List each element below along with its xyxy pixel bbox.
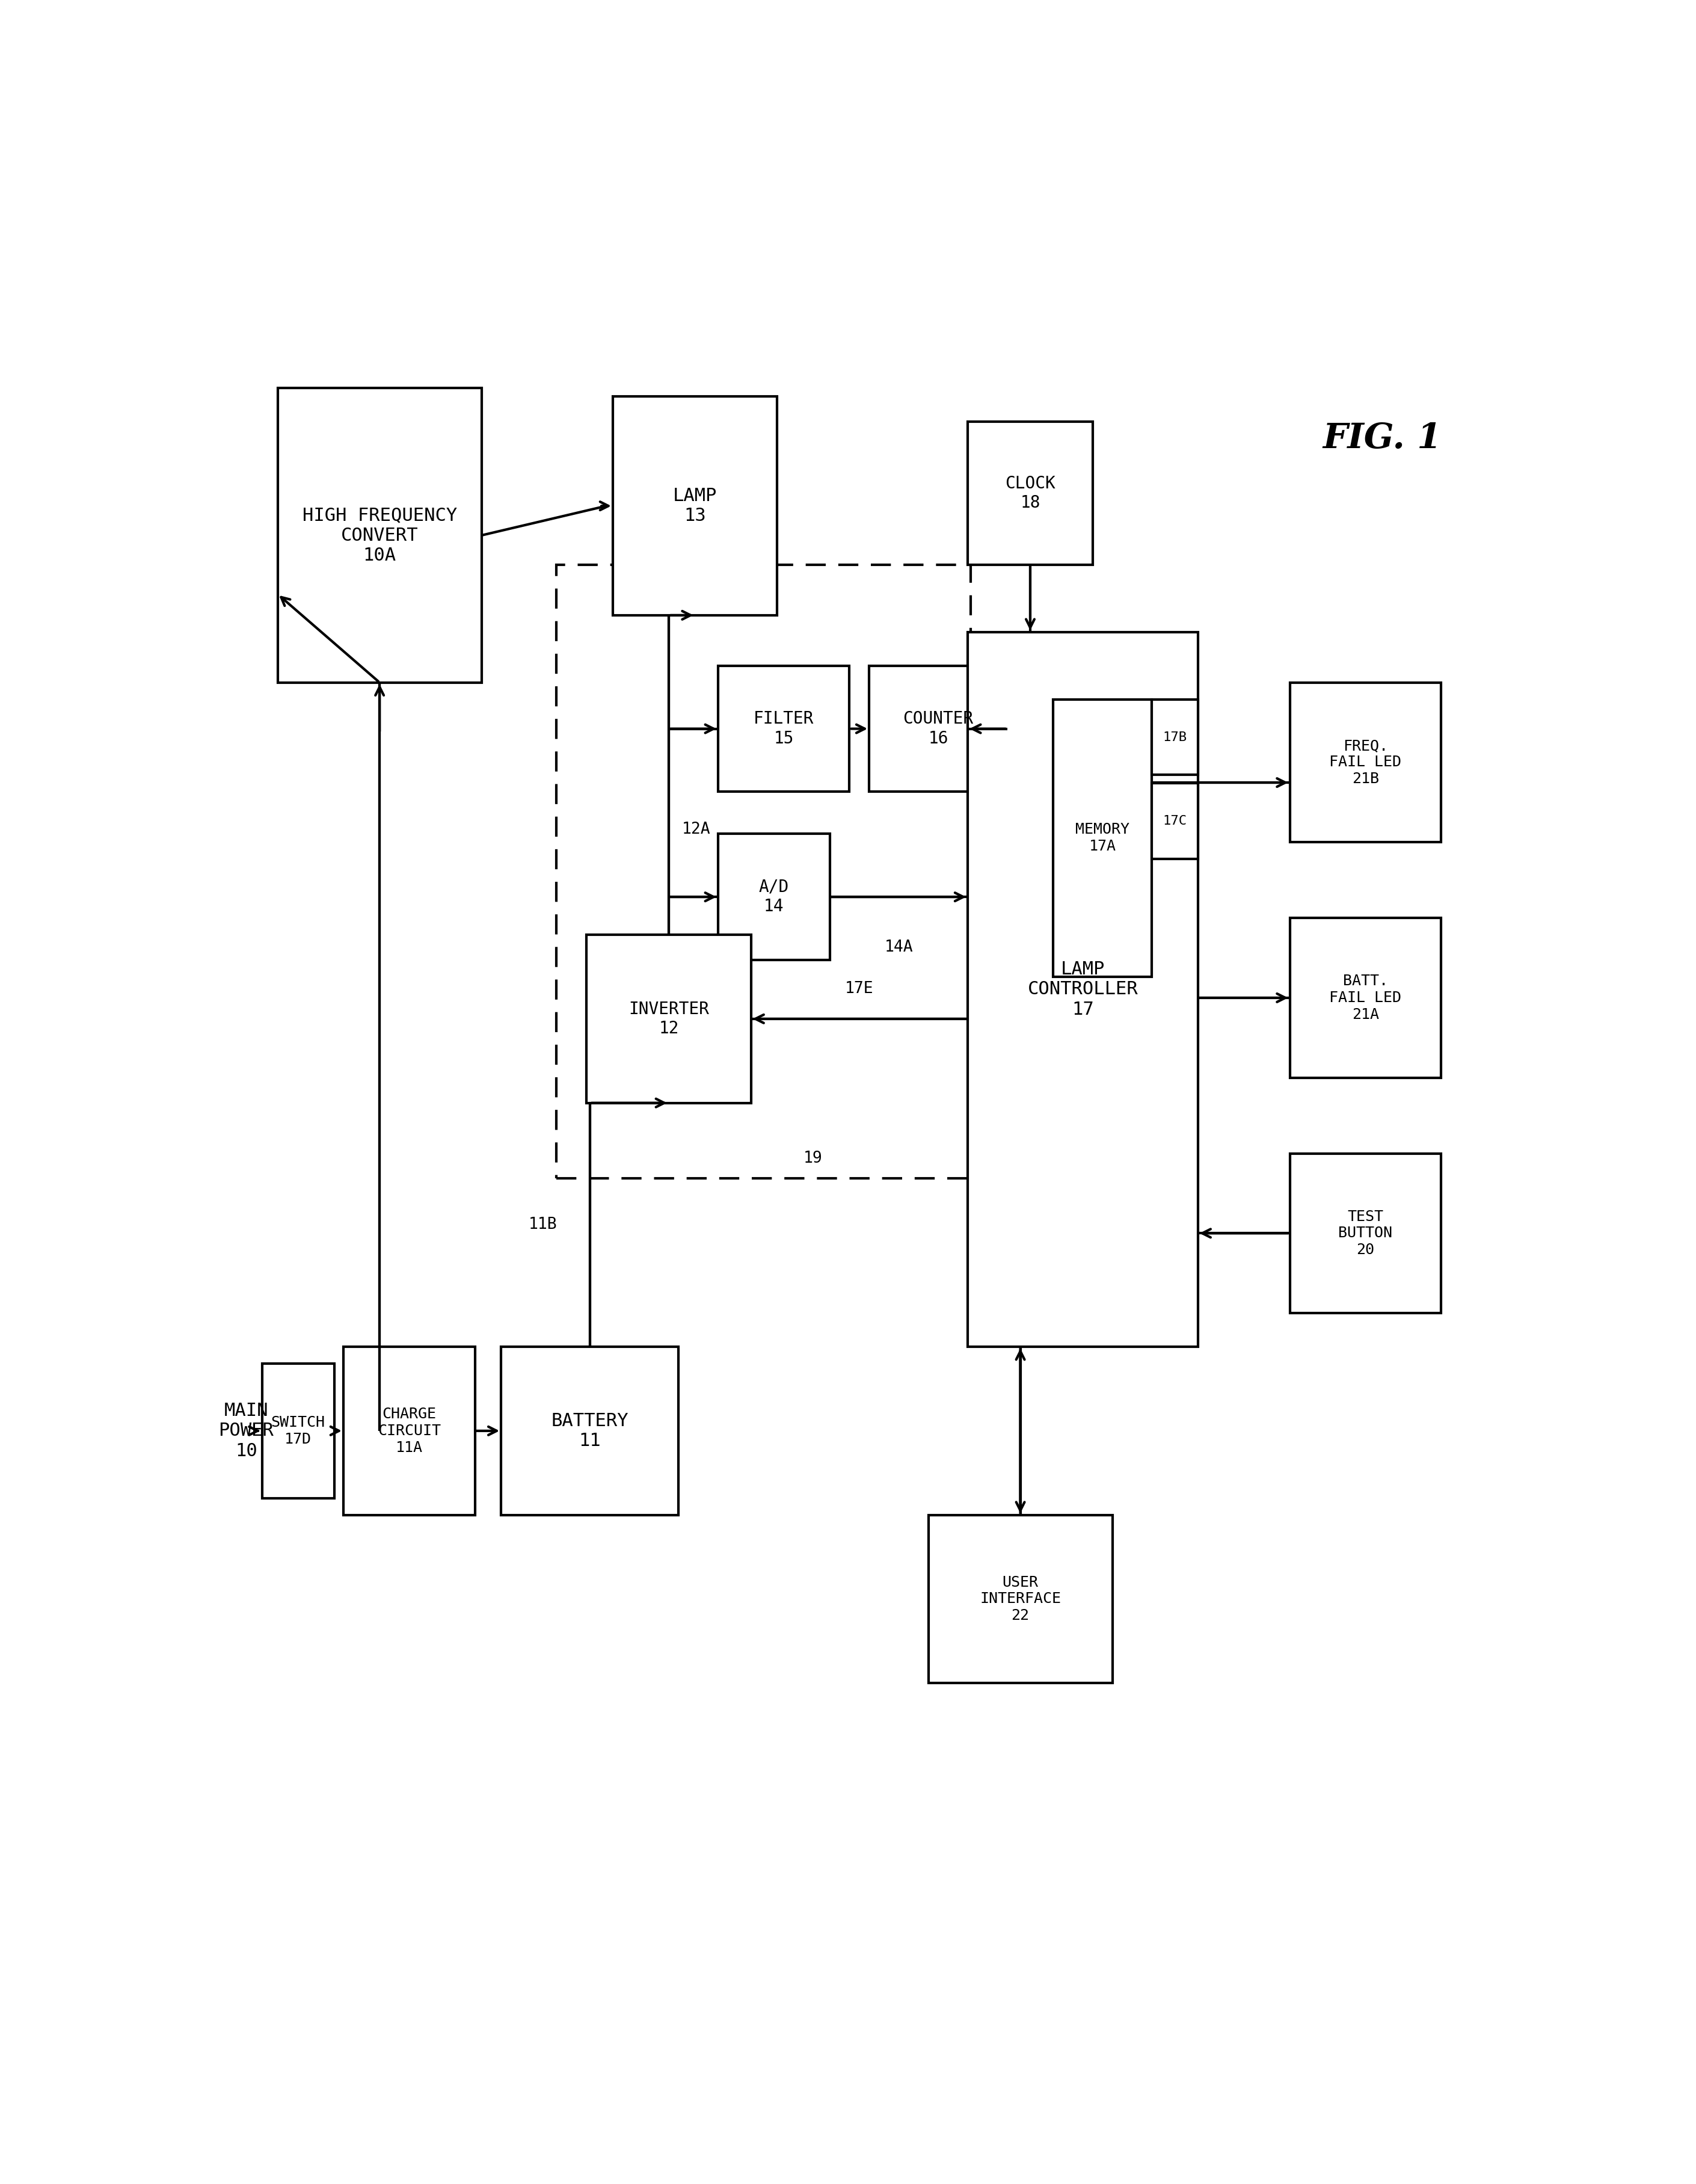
Text: INVERTER
12: INVERTER 12 — [629, 1000, 709, 1037]
Text: 12A: 12A — [682, 821, 711, 836]
Bar — [717, 834, 829, 961]
Text: BATTERY
11: BATTERY 11 — [551, 1413, 629, 1450]
Bar — [612, 397, 777, 616]
Bar — [1289, 1153, 1442, 1313]
Bar — [1289, 681, 1442, 843]
Text: 17C: 17C — [1163, 815, 1187, 828]
Bar — [261, 1363, 334, 1498]
Text: 19: 19 — [804, 1151, 823, 1166]
Text: 11B: 11B — [529, 1216, 556, 1232]
Bar — [1152, 699, 1197, 775]
Text: HIGH FREQUENCY
CONVERT
10A: HIGH FREQUENCY CONVERT 10A — [302, 507, 456, 563]
Text: COUNTER
16: COUNTER 16 — [902, 710, 974, 747]
Text: CHARGE
CIRCUIT
11A: CHARGE CIRCUIT 11A — [378, 1406, 441, 1455]
Bar — [1053, 699, 1152, 976]
Text: TEST
BUTTON
20: TEST BUTTON 20 — [1338, 1210, 1392, 1258]
Bar — [968, 422, 1092, 566]
Text: 17B: 17B — [1163, 732, 1187, 743]
Bar — [502, 1348, 678, 1516]
Text: FILTER
15: FILTER 15 — [753, 710, 814, 747]
Bar — [278, 389, 482, 681]
Text: USER
INTERFACE
22: USER INTERFACE 22 — [980, 1575, 1062, 1623]
Text: FIG. 1: FIG. 1 — [1323, 422, 1442, 456]
Bar — [1289, 917, 1442, 1077]
Bar — [587, 935, 751, 1103]
Text: CLOCK
18: CLOCK 18 — [1006, 476, 1055, 511]
Bar — [870, 666, 1007, 793]
Text: 17E: 17E — [845, 981, 873, 996]
Text: A/D
14: A/D 14 — [758, 878, 789, 915]
Text: LAMP
CONTROLLER
17: LAMP CONTROLLER 17 — [1028, 961, 1138, 1018]
Bar — [556, 566, 970, 1179]
Bar — [717, 666, 850, 793]
Text: MEMORY
17A: MEMORY 17A — [1075, 823, 1130, 854]
Bar — [343, 1348, 475, 1516]
Bar — [928, 1516, 1113, 1684]
Text: FREQ.
FAIL LED
21B: FREQ. FAIL LED 21B — [1330, 738, 1401, 786]
Text: 14A: 14A — [884, 939, 912, 954]
Text: BATT.
FAIL LED
21A: BATT. FAIL LED 21A — [1330, 974, 1401, 1022]
Bar — [1152, 784, 1197, 858]
Text: MAIN
POWER
10: MAIN POWER 10 — [219, 1402, 273, 1459]
Text: LAMP
13: LAMP 13 — [673, 487, 717, 524]
Text: SWITCH
17D: SWITCH 17D — [271, 1415, 326, 1446]
Bar — [968, 631, 1197, 1348]
